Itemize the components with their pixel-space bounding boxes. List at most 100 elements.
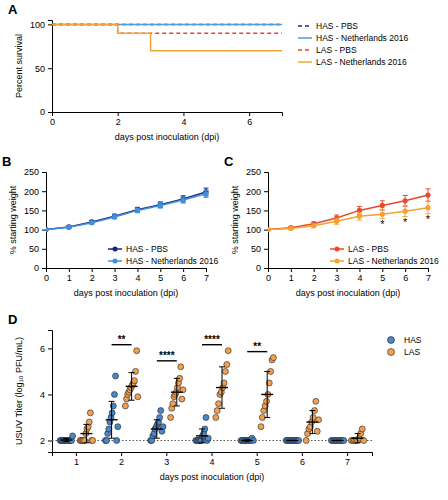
- tick-label: 2: [312, 273, 317, 283]
- error-bar-cap: [219, 366, 225, 367]
- data-point: [90, 437, 96, 443]
- data-point: [181, 197, 186, 202]
- tick-label: 0: [256, 263, 261, 273]
- tick-label: 2: [40, 436, 45, 446]
- error-bar-cap: [158, 201, 163, 202]
- error-bar-cap: [289, 440, 295, 441]
- error-bar: [181, 197, 186, 203]
- data-point: [359, 426, 365, 432]
- tick: 6: [247, 112, 252, 127]
- tick-label: 6: [300, 457, 305, 467]
- data-point: [311, 223, 316, 228]
- data-point: [268, 227, 271, 232]
- tick: 1: [74, 452, 79, 467]
- legend-label: LAS - Netherlands 2016: [316, 57, 407, 67]
- tick: 50: [251, 244, 268, 254]
- tick: 200: [246, 187, 268, 197]
- tick: 4: [209, 452, 214, 467]
- error-bar: [264, 371, 270, 417]
- error-bar: [289, 440, 295, 441]
- data-point: [258, 424, 264, 430]
- error-bar-cap: [357, 206, 362, 207]
- data-point: [380, 203, 385, 208]
- tick-mark: [48, 348, 52, 349]
- tick-mark: [48, 24, 52, 25]
- tick: 0: [50, 112, 55, 127]
- data-point: [380, 212, 385, 217]
- tick: 5: [255, 452, 260, 467]
- legend: LAS - PBSLAS - Netherlands 2016: [330, 244, 439, 266]
- tick-mark: [118, 112, 119, 116]
- y-axis: 246: [40, 331, 53, 453]
- axis-line: [48, 21, 53, 113]
- tick-label: 2: [90, 273, 95, 283]
- data-point: [203, 191, 208, 196]
- data-point: [179, 396, 185, 402]
- tick-label: 7: [345, 457, 350, 467]
- error-bar-cap: [309, 410, 315, 411]
- legend-entry: LAS - Netherlands 2016: [330, 256, 439, 266]
- legend-symbol: [113, 247, 118, 252]
- tick: 6: [403, 268, 408, 283]
- data-point: [216, 401, 222, 407]
- data-point: [303, 437, 309, 443]
- tick: 50: [35, 64, 52, 74]
- axis-line: [47, 269, 207, 273]
- error-bar-cap: [154, 419, 160, 420]
- error-bar: [109, 401, 115, 438]
- error-bar-cap: [426, 201, 431, 202]
- tick: 3: [164, 452, 169, 467]
- legend-symbol: [335, 247, 340, 252]
- tick-mark: [264, 210, 268, 211]
- error-bar-cap: [403, 205, 408, 206]
- error-bar-cap: [181, 195, 186, 196]
- tick-mark: [347, 452, 348, 456]
- tick: 0: [256, 263, 268, 273]
- data-point: [334, 219, 339, 224]
- error-bar-cap: [129, 400, 135, 401]
- tick: 250: [246, 167, 268, 177]
- mean-bar: [60, 439, 72, 440]
- tick-mark: [405, 268, 406, 272]
- tick-label: 4: [40, 390, 45, 400]
- tick: 0: [34, 263, 46, 273]
- tick-mark: [137, 268, 138, 272]
- tick-label: 150: [246, 206, 261, 216]
- error-bar: [355, 434, 361, 443]
- tick: 6: [181, 268, 186, 283]
- x-axis-title: days post inoculation (dpi): [160, 472, 265, 482]
- tick-label: 0: [34, 263, 39, 273]
- data-point: [46, 227, 49, 232]
- tick-label: 6: [403, 273, 408, 283]
- tick-mark: [42, 172, 46, 173]
- error-bar-cap: [174, 405, 180, 406]
- error-bar-stem: [312, 411, 313, 434]
- tick: 3: [113, 268, 118, 283]
- panel-title: B: [2, 154, 11, 169]
- tick-label: 3: [113, 273, 118, 283]
- error-bar-cap: [244, 439, 250, 440]
- legend-symbol: [388, 349, 395, 356]
- data-point: [264, 398, 270, 404]
- legend: HAS - PBSHAS - Netherlands 2016LAS - PBS…: [298, 21, 408, 67]
- x-axis: 0246: [50, 112, 283, 127]
- data-point: [203, 414, 209, 420]
- legend-label: HAS - PBS: [126, 244, 168, 254]
- data-point: [66, 224, 71, 229]
- error-bar-cap: [403, 195, 408, 196]
- reference-line: [52, 440, 372, 441]
- y-axis: 050100150200250: [246, 167, 269, 273]
- error-bar-stem: [111, 401, 112, 438]
- tick: 5: [380, 268, 385, 283]
- legend-entry: LAS - Netherlands 2016: [298, 57, 407, 67]
- tick-label: 250: [246, 167, 261, 177]
- tick-label: 1: [74, 457, 79, 467]
- data-point: [425, 192, 430, 197]
- x-axis-title: days post inoculation (dpi): [296, 288, 401, 298]
- tick: 1: [289, 268, 294, 283]
- tick-mark: [382, 268, 383, 272]
- tick: 6: [300, 452, 305, 467]
- tick-mark: [160, 268, 161, 272]
- tick-label: 6: [181, 273, 186, 283]
- error-bar: [112, 215, 117, 219]
